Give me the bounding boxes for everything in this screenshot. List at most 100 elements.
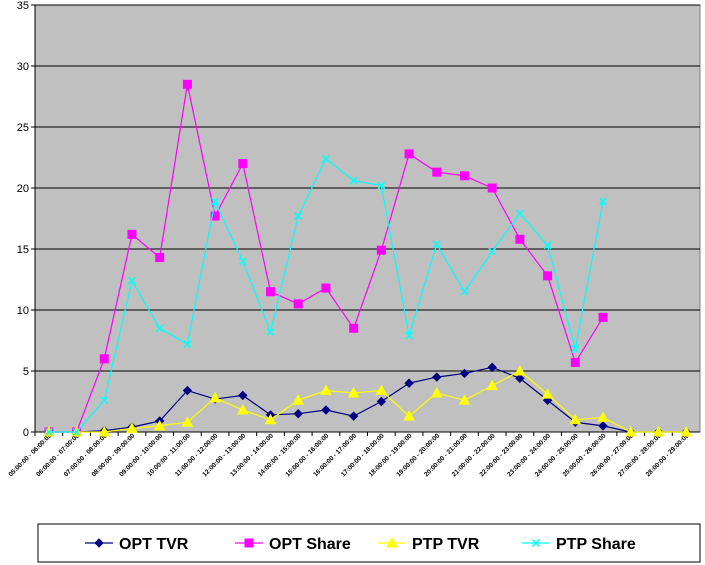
opt-tvr-point: [321, 405, 331, 415]
ptp-tvr-point: [126, 422, 138, 433]
opt-tvr-point: [182, 385, 193, 396]
legend-opt-share-point: [244, 538, 254, 548]
legend-label-ptp-share: PTP Share: [556, 536, 636, 553]
opt-share-point: [404, 149, 414, 159]
legend-label-opt-share: OPT Share: [269, 536, 351, 553]
legend-box: [37, 523, 701, 563]
legend-ptp-tvr-point: [386, 536, 398, 548]
opt-share-point: [99, 354, 109, 364]
ptp-tvr-point: [652, 425, 665, 437]
ptp-tvr-line: [48, 370, 687, 433]
opt-tvr-point: [432, 372, 442, 382]
legend-label-ptp-tvr: PTP TVR: [412, 536, 480, 553]
opt-share-point: [210, 211, 220, 221]
ptp-share-point: [460, 287, 469, 296]
ptp-share-point: [598, 197, 608, 206]
ptp-share-point: [100, 396, 109, 405]
opt-share-point: [459, 171, 469, 181]
legend-ptp-share-point: [531, 538, 541, 548]
opt-share-point: [238, 159, 248, 169]
opt-share-point: [376, 245, 386, 255]
opt-share-point: [321, 283, 331, 293]
ptp-tvr-point: [624, 425, 637, 437]
opt-share-point: [155, 253, 165, 263]
ptp-share-point: [72, 427, 81, 437]
ptp-tvr-point: [680, 425, 692, 437]
ptp-tvr-point: [597, 411, 609, 422]
ptp-share-point: [321, 154, 330, 163]
ptp-tvr-point: [153, 419, 166, 431]
ptp-share-point: [515, 209, 524, 218]
opt-tvr-point: [376, 396, 387, 407]
opt-share-point: [432, 167, 442, 177]
ptp-share-point: [405, 331, 414, 340]
ptp-tvr-point: [458, 394, 471, 405]
y-tick-label: 20: [17, 183, 29, 195]
opt-tvr-point: [404, 378, 414, 388]
ptp-share-point: [488, 247, 497, 256]
ptp-share-point: [44, 427, 53, 437]
opt-share-point: [598, 312, 608, 322]
ptp-tvr-point: [264, 413, 277, 425]
ptp-tvr-point: [430, 386, 443, 398]
series-layer: [43, 79, 692, 437]
ptp-share-point: [377, 181, 386, 190]
ptp-tvr-point: [320, 384, 332, 396]
opt-share-point: [543, 271, 553, 281]
y-tick-label: 10: [17, 305, 29, 317]
y-tick-label: 35: [17, 0, 29, 12]
opt-tvr-point: [238, 390, 248, 401]
ptp-share-point: [211, 197, 220, 206]
opt-share-point: [487, 183, 497, 193]
ptp-share-point: [266, 327, 275, 336]
gridlines: [35, 4, 700, 372]
ptp-share-point: [294, 212, 303, 221]
ptp-share-point: [238, 257, 247, 266]
legend-label-opt-tvr: OPT TVR: [119, 536, 189, 553]
legend-opt-tvr-point: [94, 538, 104, 548]
ptp-share-point: [432, 240, 441, 249]
ptp-share-point: [183, 340, 192, 349]
opt-share-point: [182, 79, 192, 89]
y-tick-label: 0: [23, 427, 29, 439]
ptp-share-point: [155, 324, 164, 333]
opt-tvr-point: [348, 411, 359, 421]
opt-tvr-point: [487, 362, 497, 373]
opt-tvr-point: [598, 421, 608, 431]
ptp-tvr-point: [403, 410, 415, 421]
ptp-share-point: [571, 345, 580, 354]
y-tick-label: 15: [17, 244, 29, 256]
ptp-tvr-point: [541, 388, 554, 399]
opt-tvr-point: [459, 368, 470, 379]
ptp-tvr-point: [486, 379, 499, 391]
ptp-tvr-point: [375, 384, 388, 396]
opt-share-point: [266, 287, 276, 297]
plot-area: [34, 4, 701, 433]
opt-share-point: [349, 323, 359, 333]
ptp-share-point: [127, 276, 137, 285]
opt-tvr-point: [293, 408, 303, 419]
ptp-tvr-point: [181, 416, 194, 427]
opt-tvr-point: [515, 373, 525, 384]
ptp-tvr-point: [347, 386, 360, 398]
opt-share-point: [127, 229, 137, 239]
ptp-share-point: [543, 241, 552, 250]
ptp-share-point: [349, 176, 358, 185]
y-tick-label: 5: [23, 366, 29, 378]
ptp-tvr-point: [514, 364, 526, 376]
legend: OPT TVR OPT Share PTP TVR PTP Share: [37, 523, 701, 563]
ptp-tvr-point: [98, 425, 111, 437]
y-tick-label: 25: [17, 122, 29, 134]
ptp-tvr-point: [292, 394, 305, 405]
ptp-share-series: [44, 154, 608, 437]
y-tick-label: 30: [17, 61, 29, 73]
opt-share-point: [515, 234, 525, 244]
opt-share-point: [293, 299, 303, 309]
ptp-tvr-point: [569, 413, 582, 425]
ptp-tvr-point: [236, 404, 249, 415]
ptp-tvr-series: [43, 364, 692, 437]
ptp-tvr-point: [209, 391, 221, 403]
opt-share-point: [570, 357, 580, 367]
